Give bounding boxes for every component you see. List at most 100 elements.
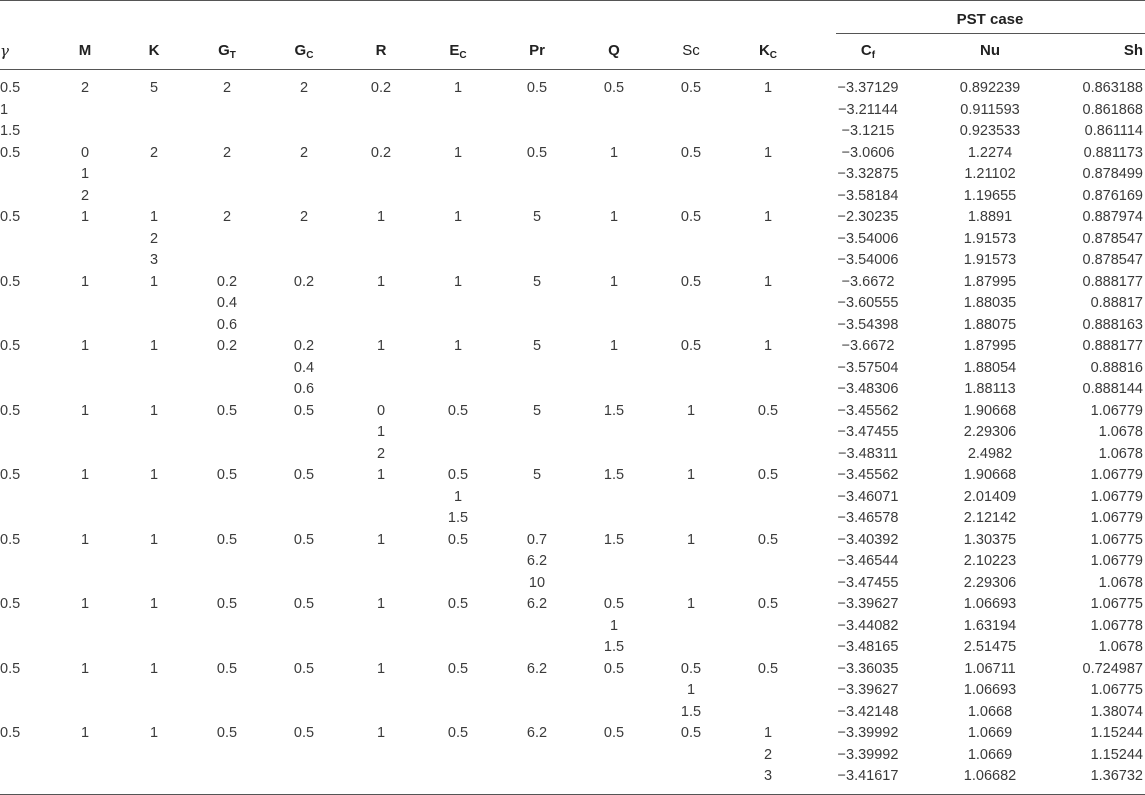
cell-sh: 1.06779 [1090, 553, 1143, 569]
cell-gt: 0.4 [216, 295, 238, 311]
cell-gt: 0.5 [216, 596, 238, 612]
cell-m: 2 [80, 187, 90, 204]
cell-pr: 5 [532, 467, 542, 483]
cell-sh: 0.888163 [1082, 316, 1143, 333]
cell-sh: 1.15244 [1090, 746, 1143, 763]
cell-nu: 1.90668 [963, 402, 1017, 419]
cell-gc: 2 [299, 80, 309, 96]
cell-q: 1 [609, 144, 619, 161]
cell-nu: 1.88054 [963, 359, 1017, 376]
cell-ec: 1 [453, 338, 463, 354]
cell-cf: −3.46578 [837, 510, 899, 526]
cell-q: 1.5 [603, 639, 625, 655]
cell-pr: 5 [532, 338, 542, 354]
cell-sh: 1.06775 [1090, 682, 1143, 698]
cell-kc: 3 [763, 768, 773, 784]
cell-gt: 2 [222, 80, 232, 96]
cell-pr: 6.2 [526, 596, 548, 612]
cell-pr: 6.2 [526, 725, 548, 741]
cell-gt: 0.5 [216, 531, 238, 548]
cell-kc: 1 [763, 80, 773, 96]
cell-nu: 1.06682 [963, 768, 1017, 784]
cell-sh: 1.06779 [1090, 510, 1143, 526]
header-m: M [78, 42, 92, 59]
cell-pr: 5 [532, 402, 542, 419]
cell-kc: 1 [763, 209, 773, 225]
cell-gamma: 0.5 [0, 531, 21, 548]
cell-cf: −3.54006 [837, 230, 899, 247]
cell-gc: 0.4 [293, 359, 315, 376]
cell-ec: 0.5 [447, 402, 469, 419]
cell-cf: −2.30235 [837, 209, 899, 225]
cell-r: 1 [376, 531, 386, 548]
cell-gamma: 1.5 [0, 123, 21, 139]
cell-nu: 1.06693 [963, 596, 1017, 612]
cell-sh: 1.06779 [1090, 402, 1143, 419]
cell-sh: 0.724987 [1082, 660, 1143, 677]
cell-sc: 0.5 [680, 338, 702, 354]
cell-gt: 0.5 [216, 660, 238, 677]
cell-ec: 1 [453, 144, 463, 161]
cell-gamma: 0.5 [0, 209, 21, 225]
cell-gc: 0.2 [293, 338, 315, 354]
cell-k: 3 [149, 252, 159, 268]
cell-m: 1 [80, 725, 90, 741]
cell-m: 1 [80, 596, 90, 612]
cell-pr: 10 [528, 574, 546, 591]
cell-m: 1 [80, 338, 90, 354]
cell-m: 1 [80, 273, 90, 290]
cell-sh: 0.861868 [1082, 101, 1143, 118]
cell-cf: −3.46544 [837, 553, 899, 569]
cell-sc: 0.5 [680, 80, 702, 96]
cell-gt: 0.5 [216, 725, 238, 741]
cell-m: 1 [80, 531, 90, 548]
cell-cf: −3.6672 [841, 338, 895, 354]
cell-r: 1 [376, 209, 386, 225]
cell-sh: 0.887974 [1082, 209, 1143, 225]
header-bottom-rule [0, 69, 1145, 70]
cell-nu: 1.90668 [963, 467, 1017, 483]
cell-cf: −3.48165 [837, 639, 899, 655]
cell-cf: −3.54398 [837, 316, 899, 333]
cell-sh: 0.881173 [1083, 144, 1143, 161]
cell-cf: −3.37129 [837, 80, 899, 96]
cell-r: 1 [376, 273, 386, 290]
cell-sh: 1.0678 [1098, 639, 1143, 655]
cell-sh: 1.06779 [1090, 488, 1143, 505]
cell-sh: 0.88816 [1090, 359, 1143, 376]
pst-group-rule [836, 33, 1145, 34]
cell-cf: −3.54006 [837, 252, 899, 268]
cell-gamma: 0.5 [0, 596, 21, 612]
cell-kc: 0.5 [757, 596, 779, 612]
cell-nu: 1.21102 [964, 166, 1016, 182]
cell-kc: 1 [763, 338, 773, 354]
cell-gt: 0.5 [216, 402, 238, 419]
cell-sh: 1.06775 [1090, 531, 1143, 548]
cell-sh: 1.15244 [1090, 725, 1143, 741]
cell-nu: 2.29306 [963, 574, 1017, 591]
cell-pr: 6.2 [526, 553, 548, 569]
cell-r: 0.2 [370, 144, 392, 161]
table-top-rule [0, 0, 1145, 1]
cell-gt: 0.5 [216, 467, 238, 483]
cell-r: 1 [376, 725, 386, 741]
cell-cf: −3.42148 [837, 703, 899, 720]
cell-k: 1 [149, 725, 159, 741]
cell-q: 1.5 [603, 531, 625, 548]
cell-m: 1 [80, 209, 90, 225]
cell-pr: 6.2 [526, 660, 548, 677]
cell-k: 2 [149, 144, 159, 161]
header-gc: GC [294, 42, 314, 61]
cell-gamma: 0.5 [0, 402, 21, 419]
cell-gc: 0.5 [293, 467, 315, 483]
cell-k: 1 [149, 660, 159, 677]
cell-pr: 0.5 [526, 144, 548, 161]
cell-sh: 1.06775 [1090, 596, 1143, 612]
cell-r: 2 [376, 445, 386, 462]
pst-case-header: PST case [956, 11, 1024, 28]
cell-m: 0 [80, 144, 90, 161]
cell-ec: 1 [453, 80, 463, 96]
cell-cf: −3.6672 [841, 273, 895, 290]
cell-k: 1 [149, 596, 159, 612]
cell-sc: 1 [686, 531, 696, 548]
